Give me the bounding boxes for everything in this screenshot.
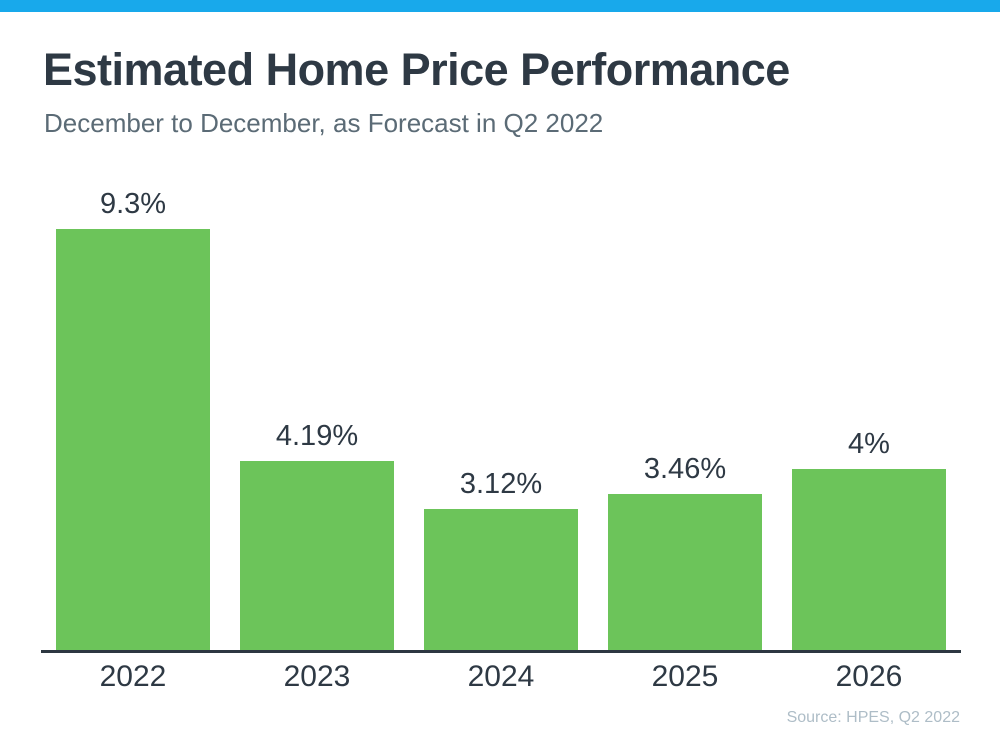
bar-column-2025: 3.46% [608, 185, 762, 651]
x-axis-label: 2022 [99, 660, 167, 693]
bar-column-2022: 9.3% [56, 185, 210, 651]
bar [56, 229, 210, 651]
x-axis-label: 2026 [835, 660, 903, 693]
bar-column-2023: 4.19% [240, 185, 394, 651]
bar-value-label: 4.19% [275, 420, 359, 452]
x-axis-label: 2025 [651, 660, 719, 693]
bar-value-label: 9.3% [99, 188, 167, 220]
x-axis-label: 2023 [283, 660, 351, 693]
bar-chart: 9.3% 4.19% 3.12% 3.46% 4% [41, 185, 961, 651]
bar-value-label: 3.12% [459, 468, 543, 500]
bar [424, 509, 578, 651]
bar [792, 469, 946, 651]
bar [608, 494, 762, 651]
bar-value-label: 3.46% [643, 453, 727, 485]
x-axis-labels: 2022 2023 2024 2025 2026 [41, 662, 961, 692]
x-axis-line [41, 650, 961, 653]
page-subtitle: December to December, as Forecast in Q2 … [44, 108, 604, 138]
bar-column-2026: 4% [792, 185, 946, 651]
bar-value-label: 4% [848, 428, 890, 460]
bar [240, 461, 394, 651]
x-axis-label: 2024 [467, 660, 535, 693]
source-note: Source: HPES, Q2 2022 [786, 709, 960, 726]
top-accent-stripe [0, 0, 1000, 12]
page-title: Estimated Home Price Performance [43, 44, 790, 95]
bar-column-2024: 3.12% [424, 185, 578, 651]
